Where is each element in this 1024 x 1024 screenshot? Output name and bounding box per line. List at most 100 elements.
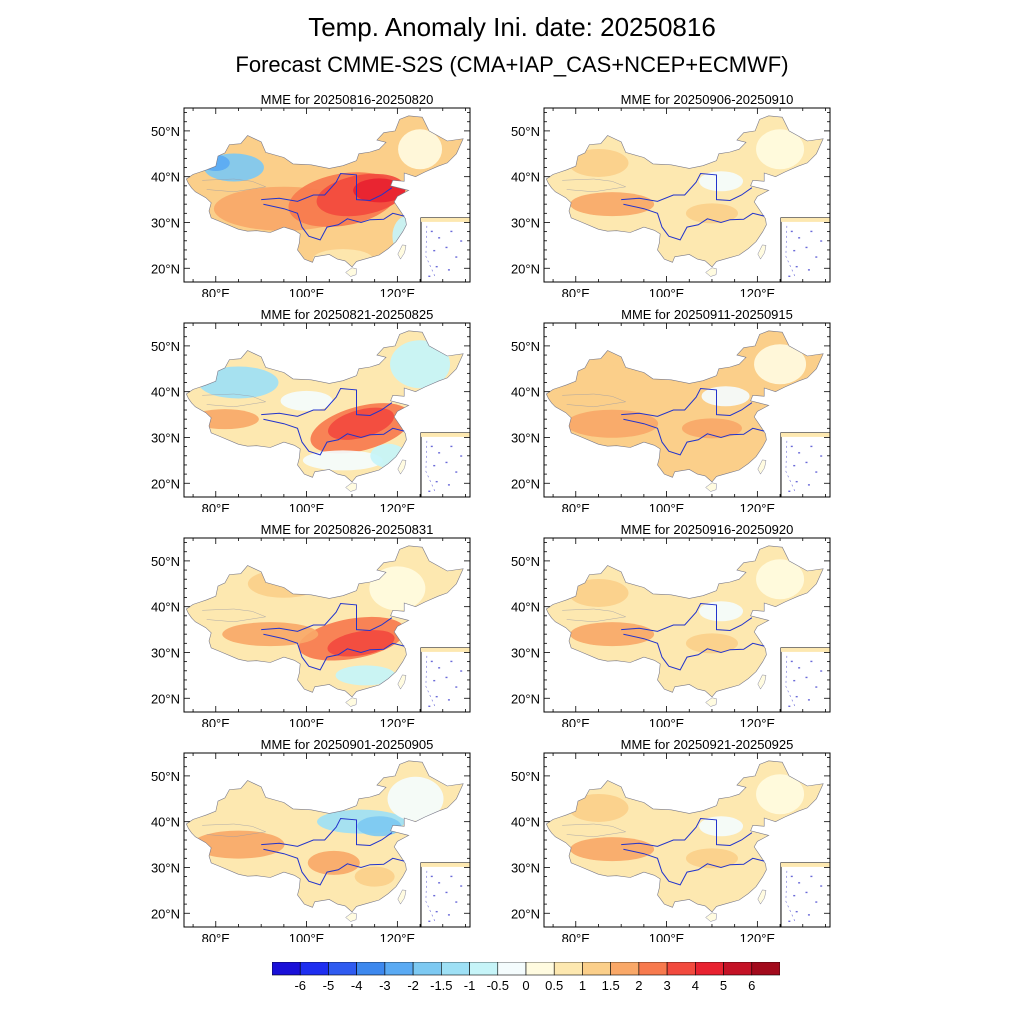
inset-island — [790, 445, 793, 448]
inset-island — [460, 240, 463, 242]
yellow-river — [261, 817, 393, 847]
inset-coast-strip — [780, 432, 830, 437]
taiwan-island — [757, 674, 767, 690]
inset-island — [430, 230, 433, 233]
inset-coast-strip — [420, 432, 470, 437]
inset-island — [447, 914, 450, 916]
map-panel-p2: 80°E 100°E 120°E 50°N 40°N 30°N 20°N MME for 20… — [132, 307, 562, 512]
colorbar-swatch — [553, 961, 583, 976]
lon-tick-label: 100°E — [649, 716, 685, 727]
lon-tick-label: 100°E — [649, 286, 685, 297]
taiwan-island — [397, 244, 407, 260]
colorbar-label: -6 — [294, 978, 306, 993]
inset-island — [430, 660, 433, 663]
inset-island — [795, 480, 798, 483]
anomaly-region — [756, 774, 805, 815]
anomaly-region — [568, 578, 629, 607]
lon-tick-label: 80°E — [562, 931, 591, 942]
yangtze-river — [623, 203, 765, 241]
china-border — [185, 760, 464, 913]
colorbar-swatch — [638, 961, 668, 976]
inset-coast-strip — [420, 647, 470, 652]
lat-tick-label: 20°N — [151, 906, 180, 921]
inset-island — [807, 484, 810, 486]
inset-island — [790, 875, 793, 878]
lat-tick-label: 50°N — [511, 339, 540, 354]
colorbar-swatch — [299, 961, 329, 976]
inset-island — [433, 679, 436, 682]
anomaly-region — [302, 450, 383, 471]
colorbar-label: -3 — [379, 978, 391, 993]
inset-island — [788, 275, 791, 277]
inset-island — [795, 910, 798, 913]
anomaly-region — [570, 622, 655, 647]
inset-boundary-line — [425, 225, 436, 279]
china-border — [545, 115, 824, 268]
lat-tick-label: 40°N — [511, 385, 540, 400]
lat-tick-label: 50°N — [151, 769, 180, 784]
colorbar-label: 1 — [578, 978, 587, 993]
inset-island — [815, 686, 818, 688]
colorbar-swatch — [441, 961, 470, 976]
panel-title: MME for 20250821-20250825 — [260, 307, 434, 322]
yellow-river — [621, 387, 753, 417]
inset-boundary-line — [785, 870, 796, 924]
inset-boundary-line — [785, 655, 796, 709]
colorbar-label: 0.5 — [545, 978, 564, 993]
lon-tick-label: 100°E — [289, 931, 325, 942]
inset-island — [820, 455, 823, 457]
colorbar-label: -0.5 — [486, 978, 509, 993]
lat-tick-label: 20°N — [151, 476, 180, 491]
inset-coast-strip — [780, 217, 830, 222]
anomaly-region — [568, 148, 629, 177]
map-panel-p4: 80°E 100°E 120°E 50°N 40°N 30°N 20°N MME for 20… — [132, 737, 562, 942]
panel-title: MME for 20250916-20250920 — [620, 522, 794, 537]
anomaly-region — [222, 622, 319, 647]
anomaly-region — [699, 601, 744, 622]
inset-island — [788, 490, 791, 492]
south-china-sea-inset — [780, 862, 831, 928]
anomaly-region — [280, 390, 333, 411]
lon-tick-label: 100°E — [289, 716, 325, 727]
yellow-river — [261, 172, 393, 202]
inset-boundary-line — [425, 870, 436, 924]
lat-tick-label: 20°N — [151, 261, 180, 276]
map-p5: 80°E 100°E 120°E 50°N 40°N 30°N 20°N — [511, 107, 831, 297]
china-border — [185, 115, 464, 268]
china-border — [545, 330, 824, 483]
yellow-river — [261, 387, 393, 417]
lon-tick-label: 80°E — [562, 501, 591, 512]
yangtze-river — [263, 418, 405, 456]
colorbar-swatch — [497, 961, 527, 976]
yellow-river — [621, 172, 753, 202]
inset-island — [430, 875, 433, 878]
inset-island — [450, 875, 453, 878]
map-p2: 80°E 100°E 120°E 50°N 40°N 30°N 20°N — [151, 322, 471, 512]
inset-island — [820, 670, 823, 672]
inset-island — [445, 246, 448, 249]
anomaly-region — [369, 566, 426, 611]
basin-outline — [562, 178, 627, 193]
anomaly-region — [570, 837, 655, 862]
basin-outline — [562, 608, 627, 623]
inset-island — [447, 269, 450, 271]
china-border — [545, 545, 824, 698]
lat-tick-label: 50°N — [151, 554, 180, 569]
inset-island — [815, 901, 818, 903]
lat-tick-label: 50°N — [511, 554, 540, 569]
anomaly-region — [247, 569, 320, 598]
lat-tick-label: 50°N — [151, 339, 180, 354]
colorbar-swatch — [751, 961, 781, 976]
inset-island — [455, 256, 458, 258]
lat-tick-label: 20°N — [511, 476, 540, 491]
inset-island — [807, 914, 810, 916]
inset-island — [428, 920, 431, 922]
yangtze-river — [623, 848, 765, 886]
inset-island — [428, 275, 431, 277]
inset-island — [798, 452, 801, 454]
inset-island — [430, 445, 433, 448]
south-china-sea-inset — [780, 432, 831, 498]
south-china-sea-inset — [420, 432, 471, 498]
yangtze-river — [263, 848, 405, 886]
map-p3: 80°E 100°E 120°E 50°N 40°N 30°N 20°N — [151, 537, 471, 727]
